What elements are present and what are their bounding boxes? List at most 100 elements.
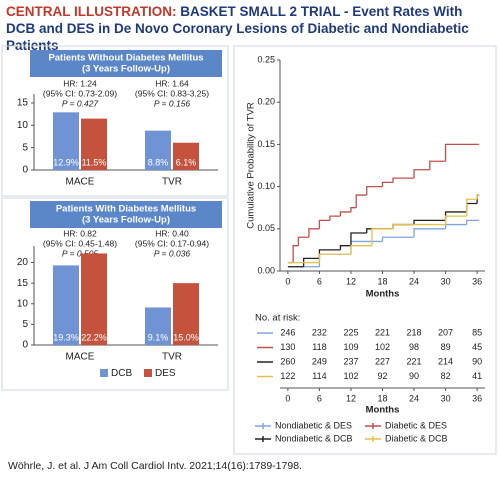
value-label: 19.3% xyxy=(53,332,79,342)
legend-swatch xyxy=(100,369,108,377)
km-step xyxy=(350,240,383,255)
risk-value: 41 xyxy=(472,371,482,381)
legend-label: Nondiabetic & DES xyxy=(275,420,352,430)
header-title: Patients Without Diabetes Mellitus xyxy=(48,53,203,64)
value-label: 12.9% xyxy=(53,157,79,167)
y-tick-label: 10 xyxy=(17,120,29,131)
annotation: (95% CI: 0.45-1.48) xyxy=(43,238,117,248)
annotation: P = 0.505 xyxy=(62,248,99,258)
km-step xyxy=(392,177,415,183)
km-step xyxy=(413,169,430,179)
km-step xyxy=(308,228,320,238)
risk-value: 237 xyxy=(343,356,358,366)
risk-value: 246 xyxy=(280,327,295,337)
risk-value: 45 xyxy=(472,342,482,352)
y-tick-label: 0.00 xyxy=(257,265,275,275)
risk-value: 102 xyxy=(343,371,358,381)
bar xyxy=(53,265,79,345)
km-step xyxy=(303,257,320,267)
km-step xyxy=(381,236,415,242)
x-axis-label: Months xyxy=(366,289,400,300)
header-title: Patients With Diabetes Mellitus xyxy=(56,204,196,215)
y-tick-label: 5 xyxy=(22,319,28,330)
bar xyxy=(173,142,199,170)
header-subtitle: (3 Years Follow-Up) xyxy=(82,215,170,226)
legend-label: Diabetic & DCB xyxy=(385,433,448,443)
value-label: 9.1% xyxy=(148,332,169,342)
y-tick-label: 10 xyxy=(17,298,29,309)
risk-value: 122 xyxy=(280,371,295,381)
risk-value: 227 xyxy=(375,356,390,366)
x-tick-label: TVR xyxy=(162,177,182,188)
risk-value: 218 xyxy=(407,327,422,337)
legend-label: DCB xyxy=(111,368,132,379)
y-tick-label: 20 xyxy=(17,257,29,268)
citation: Wöhrle, J. et al. J Am Coll Cardiol Intv… xyxy=(8,460,302,472)
x-axis-label: Months xyxy=(366,405,400,416)
bar xyxy=(145,307,171,345)
risk-value: 221 xyxy=(375,327,390,337)
bar xyxy=(81,118,107,170)
x-tick-label: 18 xyxy=(377,276,387,286)
annotation: P = 0.036 xyxy=(154,248,191,258)
value-label: 22.2% xyxy=(81,332,107,342)
km-step xyxy=(371,228,394,246)
y-tick-label: 0.20 xyxy=(257,97,275,107)
risk-value: 214 xyxy=(438,356,453,366)
risk-value: 249 xyxy=(312,356,327,366)
header xyxy=(30,50,222,77)
x-tick-label: 36 xyxy=(472,393,482,403)
risk-value: 114 xyxy=(312,371,326,381)
km-step xyxy=(476,194,480,200)
risk-title: No. at risk: xyxy=(255,313,300,324)
km-step xyxy=(465,219,478,225)
km-step xyxy=(429,160,446,170)
km-step xyxy=(350,207,357,212)
y-axis-label: Cumulative Probability of TVR xyxy=(246,102,257,229)
km-step xyxy=(339,211,351,217)
bar xyxy=(81,253,107,345)
annotation: (95% CI: 0.83-3.25) xyxy=(135,88,209,98)
annotation: P = 0.156 xyxy=(154,98,191,108)
y-tick-label: 15 xyxy=(17,98,29,109)
x-tick-label: 30 xyxy=(441,276,451,286)
km-step xyxy=(350,232,367,246)
risk-value: 92 xyxy=(377,371,387,381)
value-label: 15.0% xyxy=(173,332,199,342)
legend-label: DES xyxy=(155,368,176,379)
risk-value: 232 xyxy=(312,327,327,337)
header xyxy=(30,201,222,228)
x-tick-label: 0 xyxy=(285,276,290,286)
risk-value: 102 xyxy=(375,342,390,352)
km-step xyxy=(413,228,446,238)
x-tick-label: TVR xyxy=(162,352,182,363)
risk-value: 90 xyxy=(472,356,482,366)
x-tick-label: MACE xyxy=(66,177,95,188)
y-tick-label: 0 xyxy=(22,340,28,351)
x-tick-label: 6 xyxy=(317,276,322,286)
value-label: 6.1% xyxy=(176,157,197,167)
annotation: (95% CI: 0.73-2.09) xyxy=(43,88,117,98)
risk-value: 221 xyxy=(407,356,422,366)
risk-value: 85 xyxy=(472,327,482,337)
y-tick-label: 0.25 xyxy=(257,54,275,64)
y-tick-label: 15 xyxy=(17,278,29,289)
km-step xyxy=(444,215,467,225)
km-step xyxy=(329,215,341,221)
risk-value: 118 xyxy=(312,342,326,352)
risk-value: 109 xyxy=(343,342,358,352)
km-step xyxy=(318,219,330,229)
panel-frame xyxy=(233,45,497,455)
risk-value: 90 xyxy=(409,371,419,381)
x-tick-label: 12 xyxy=(346,393,356,403)
x-tick-label: 30 xyxy=(441,393,451,403)
km-step xyxy=(318,253,351,267)
km-step xyxy=(350,245,372,255)
annotation: P = 0.427 xyxy=(62,98,99,108)
risk-value: 89 xyxy=(441,342,451,352)
annotation: HR: 1.24 xyxy=(63,78,97,88)
y-tick-label: 0.10 xyxy=(257,181,275,191)
x-tick-label: MACE xyxy=(66,352,95,363)
km-step xyxy=(355,194,367,208)
